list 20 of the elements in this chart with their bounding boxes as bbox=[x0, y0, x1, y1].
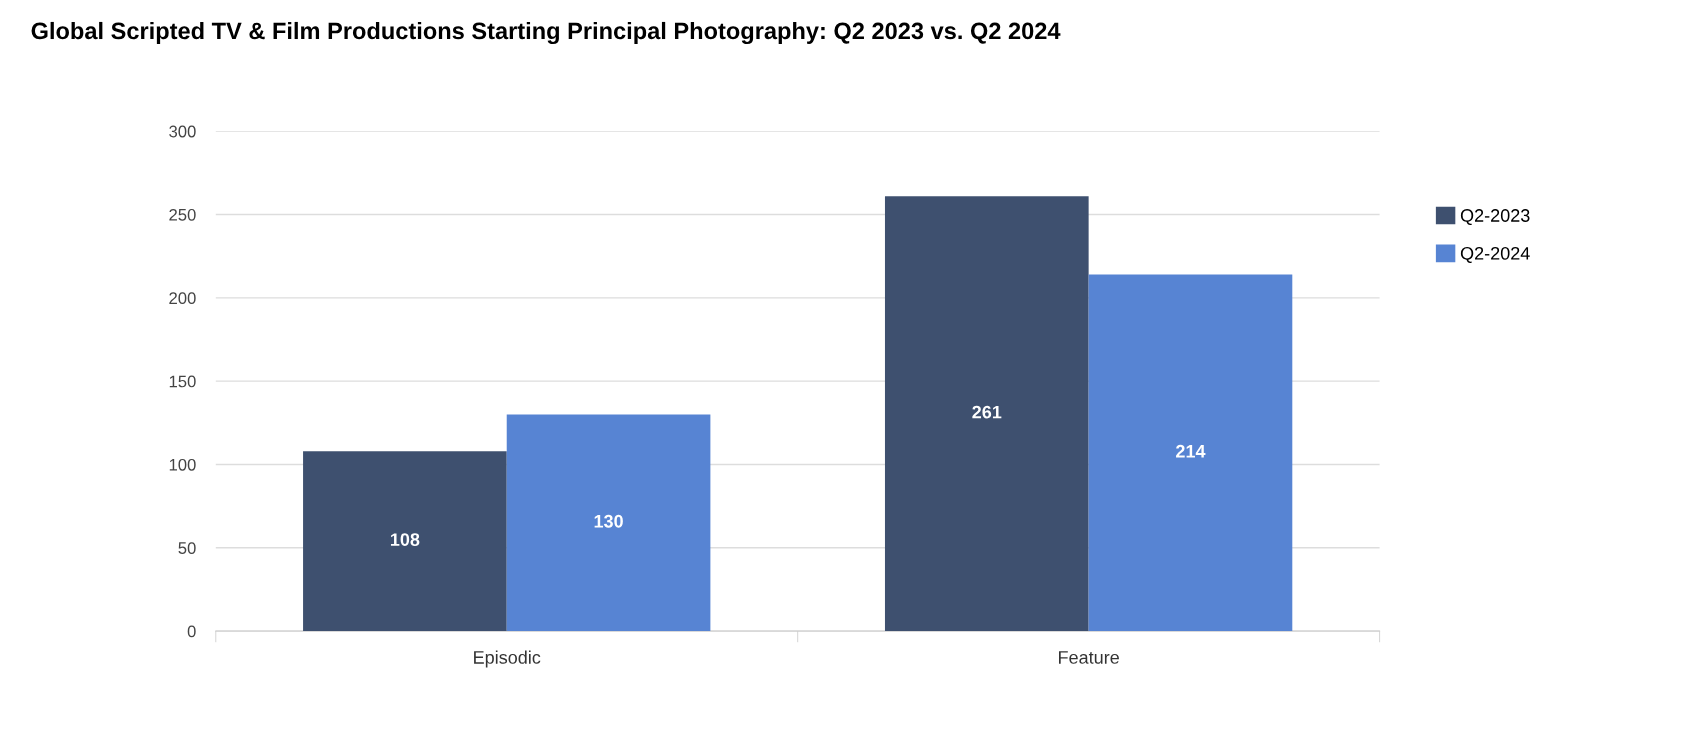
data-label: 261 bbox=[972, 405, 1002, 419]
data-label: 130 bbox=[594, 514, 623, 528]
y-tick-label: 300 bbox=[169, 125, 196, 138]
bar bbox=[1088, 274, 1293, 632]
x-tick-label: Episodic bbox=[474, 650, 541, 668]
data-label: 108 bbox=[390, 533, 420, 546]
y-tick-label: 50 bbox=[178, 542, 196, 554]
bar bbox=[884, 196, 1089, 632]
y-tick-label: 0 bbox=[187, 625, 196, 638]
y-tick-label: 200 bbox=[169, 292, 196, 305]
y-tick-label: 100 bbox=[169, 458, 196, 471]
legend-label: Q2-2023 bbox=[1460, 209, 1530, 226]
x-tick-label: Feature bbox=[1059, 651, 1119, 664]
data-label: 214 bbox=[1176, 444, 1206, 458]
chart-title: Global Scripted TV & Film Productions Starting Principal Photography: Q2 2023 vs. Q2 2024 bbox=[31, 21, 1061, 45]
y-tick-label: 150 bbox=[169, 375, 196, 388]
legend-label: Q2-2024 bbox=[1460, 246, 1530, 263]
y-tick-label: 250 bbox=[169, 208, 196, 221]
bar bbox=[506, 414, 711, 632]
bar bbox=[303, 451, 507, 632]
